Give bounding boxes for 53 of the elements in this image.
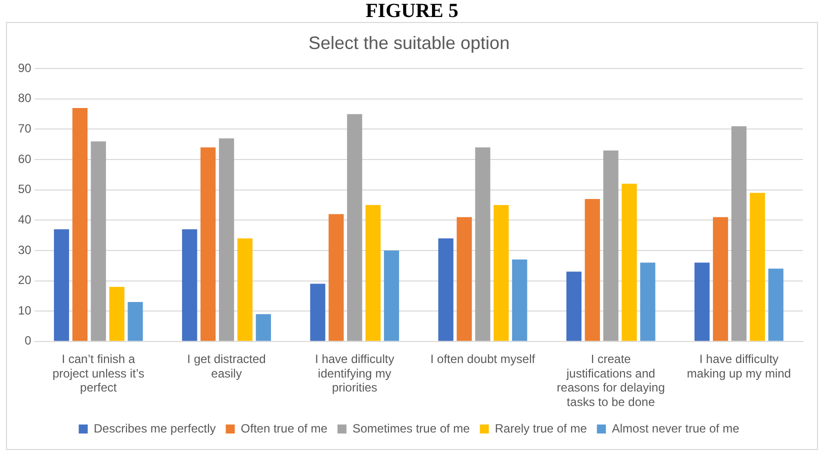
bar <box>603 150 618 341</box>
bar <box>438 238 454 341</box>
x-tick-label: I have difficulty identifying my priorities <box>315 352 394 395</box>
bar <box>328 214 344 341</box>
chart-title: Select the suitable option <box>308 32 510 53</box>
bar <box>475 147 490 341</box>
x-tick-label: I get distracted easily <box>187 352 266 380</box>
bar <box>584 198 600 341</box>
bar <box>768 268 784 341</box>
bar <box>366 205 381 341</box>
x-tick-label: I have difficulty making up my mind <box>686 352 791 380</box>
bar <box>310 284 326 341</box>
y-tick-label: 50 <box>18 182 32 196</box>
bar <box>109 286 124 341</box>
bar <box>512 260 528 341</box>
y-tick-label: 0 <box>24 334 32 348</box>
bar <box>256 314 271 341</box>
bar <box>731 126 747 341</box>
y-tick-label: 40 <box>18 212 32 226</box>
bar <box>237 238 253 341</box>
bar <box>384 250 400 341</box>
bar <box>347 114 362 341</box>
bar <box>566 272 582 341</box>
legend-label: Often true of me <box>240 421 328 436</box>
bar <box>640 262 656 341</box>
bar <box>456 217 472 341</box>
y-tick-label: 30 <box>18 242 32 257</box>
bar <box>182 229 198 341</box>
bar <box>54 229 70 341</box>
x-tick-label: I can’t finish a project unless it’s perfect <box>52 352 144 395</box>
y-tick-label: 60 <box>18 152 32 166</box>
y-tick-label: 70 <box>18 122 32 136</box>
bar <box>218 138 234 341</box>
bar <box>90 141 106 341</box>
bar <box>750 192 765 341</box>
y-tick-label: 80 <box>18 91 32 106</box>
legend-label: Almost never true of me <box>612 421 740 436</box>
x-tick-label: I often doubt myself <box>430 352 536 366</box>
y-tick-label: 90 <box>18 60 32 75</box>
bar <box>494 205 509 341</box>
bar <box>622 184 637 341</box>
bar <box>712 217 728 341</box>
bar <box>200 147 216 341</box>
bar <box>694 262 710 341</box>
legend-label: Rarely true of me <box>494 421 588 436</box>
y-tick-label: 10 <box>18 303 32 318</box>
bar <box>72 108 88 341</box>
x-tick-label: I create justifications and reasons for delaying tasks to be done <box>556 352 665 410</box>
y-tick-label: 20 <box>18 273 32 288</box>
legend-label: Sometimes true of me <box>352 421 470 436</box>
legend-label: Describes me perfectly <box>94 421 216 436</box>
caption: FIGURE 5 <box>364 0 460 22</box>
bar <box>128 302 143 341</box>
